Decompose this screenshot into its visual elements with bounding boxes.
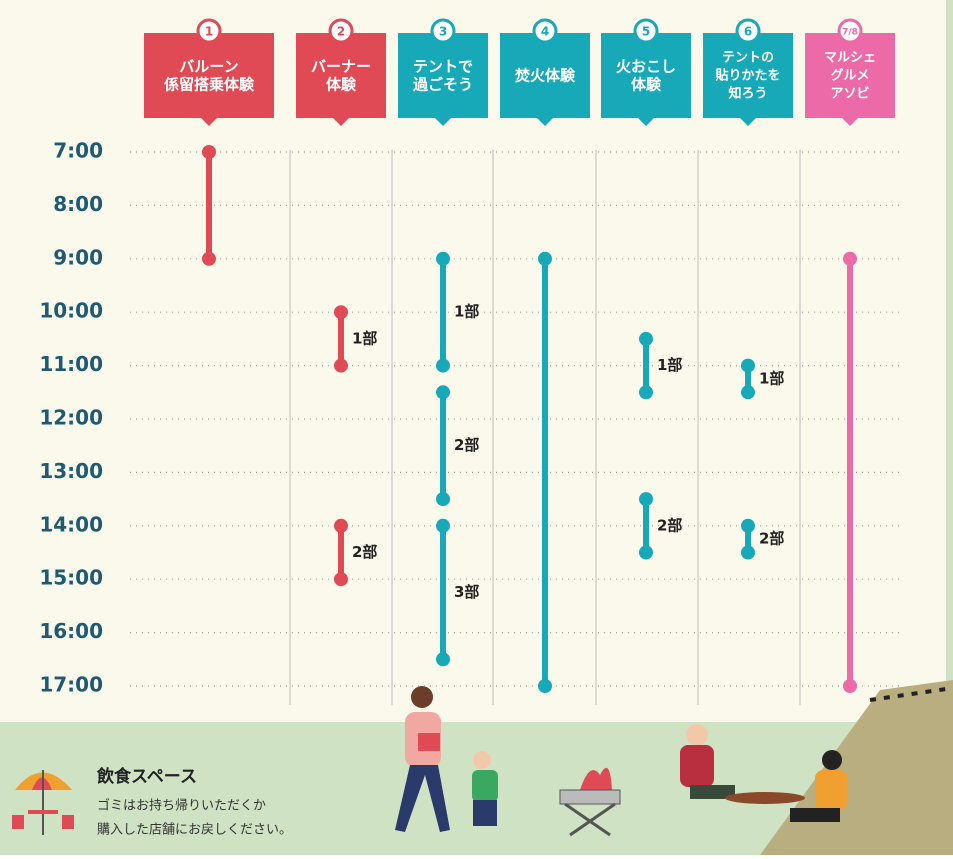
session-end <box>741 385 755 400</box>
y-tick-label: 14:00 <box>39 512 103 536</box>
session-label: 1部 <box>759 369 784 387</box>
session-end <box>741 545 755 560</box>
badge-number: 3 <box>439 25 447 39</box>
session-end <box>639 545 653 560</box>
session-label: 2部 <box>454 436 479 454</box>
session-end <box>639 385 653 400</box>
y-tick-label: 7:00 <box>53 139 103 163</box>
badge <box>837 18 863 44</box>
session-start <box>436 251 450 266</box>
badge <box>633 18 659 44</box>
header-label: グルメ <box>830 68 869 84</box>
session-label: 3部 <box>454 583 479 601</box>
badge-number: 1 <box>205 25 213 39</box>
session-label: 1部 <box>657 356 682 374</box>
session-end <box>436 492 450 507</box>
session-end <box>843 679 857 693</box>
session-start <box>639 492 653 507</box>
header-label: バルーン <box>179 58 238 76</box>
header-label: テントの <box>722 51 774 66</box>
badge-number: 4 <box>541 25 549 39</box>
header-box <box>805 33 895 126</box>
badge <box>196 18 222 44</box>
session-start <box>741 518 755 533</box>
panel <box>0 0 946 722</box>
header-box <box>398 33 488 126</box>
header-box <box>601 33 691 126</box>
header-box <box>703 33 793 126</box>
people-illustration <box>395 686 498 832</box>
session-end <box>202 251 216 266</box>
y-tick-label: 16:00 <box>39 619 103 643</box>
session-end <box>436 652 450 667</box>
badge-number: 5 <box>642 25 650 39</box>
session-label: 2部 <box>759 530 784 548</box>
header-box <box>296 33 386 126</box>
header-label: アソビ <box>830 86 869 102</box>
session-end <box>334 572 348 587</box>
y-tick-label: 13:00 <box>39 459 103 483</box>
y-tick-label: 8:00 <box>53 192 103 216</box>
session-start <box>334 305 348 320</box>
session-start <box>639 331 653 346</box>
fire-illustration <box>559 767 621 837</box>
header-label: 体験 <box>326 76 357 94</box>
y-tick-label: 17:00 <box>39 673 103 697</box>
header-label: 係留搭乗体験 <box>164 76 255 94</box>
session-start <box>436 385 450 400</box>
header-label: マルシェ <box>824 51 876 66</box>
y-tick-label: 15:00 <box>39 566 103 590</box>
header-label: 焚火体験 <box>514 67 576 85</box>
session-start <box>538 251 552 266</box>
y-tick-label: 10:00 <box>39 299 103 323</box>
badge <box>328 18 354 44</box>
session-end <box>538 679 552 693</box>
session-start <box>334 518 348 533</box>
badge-number: 2 <box>337 25 345 39</box>
badge <box>532 18 558 44</box>
header-label: 貼りかたを <box>715 68 780 84</box>
session-label: 2部 <box>352 543 377 561</box>
umbrella-icon <box>12 770 74 835</box>
footer-line: 購入した店舗にお戻しください。 <box>97 823 292 838</box>
session-label: 1部 <box>454 303 479 321</box>
badge <box>735 18 761 44</box>
footer-title: 飲食スペース <box>96 766 197 787</box>
header-label: バーナー <box>311 58 371 76</box>
session-label: 2部 <box>657 516 682 534</box>
header-label: 過ごそう <box>412 76 473 94</box>
y-tick-label: 9:00 <box>53 245 103 269</box>
badge <box>430 18 456 44</box>
y-tick-label: 12:00 <box>39 406 103 430</box>
header-label: テントで <box>413 58 473 76</box>
session-start <box>436 518 450 533</box>
header-box <box>500 33 590 126</box>
footer-line: ゴミはお持ち帰りいただくか <box>97 798 266 814</box>
session-end <box>334 358 348 373</box>
badge-number: 7/8 <box>842 28 858 38</box>
session-start <box>741 358 755 373</box>
header-label: 知ろう <box>728 86 767 102</box>
session-label: 1部 <box>352 329 377 347</box>
header-box <box>144 33 274 126</box>
session-start <box>843 251 857 266</box>
badge-number: 6 <box>744 25 752 39</box>
session-start <box>202 145 216 159</box>
header-label: 体験 <box>631 76 662 94</box>
header-label: 火おこし <box>616 58 676 76</box>
y-tick-label: 11:00 <box>39 352 103 376</box>
session-end <box>436 358 450 373</box>
tent-illustration <box>680 680 953 855</box>
